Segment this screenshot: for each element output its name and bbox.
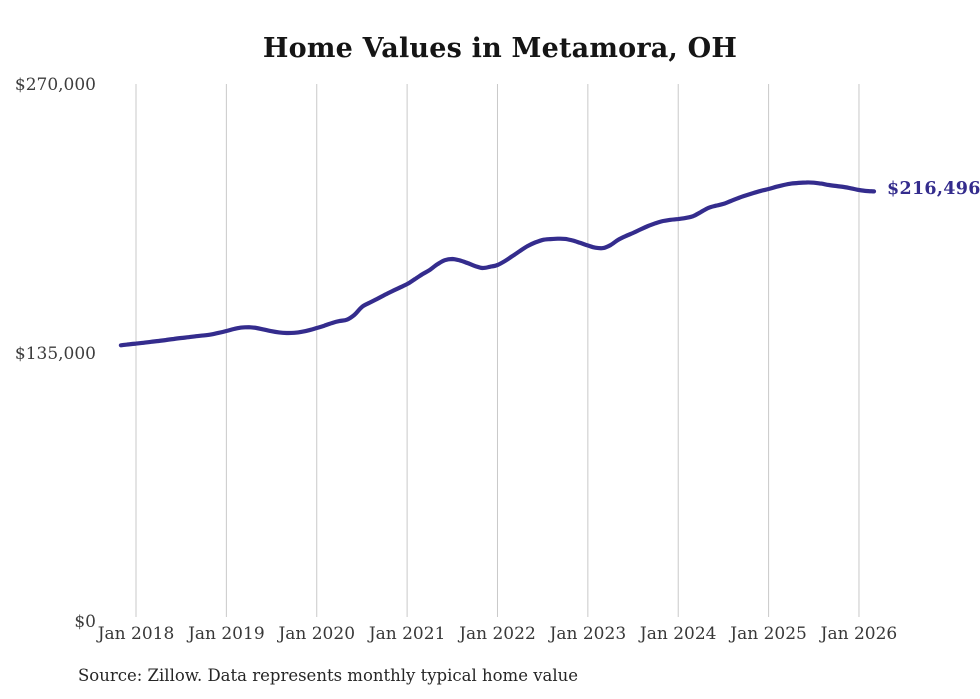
- x-axis-tick-label: Jan 2026: [820, 624, 898, 644]
- x-axis-tick-label: Jan 2022: [459, 624, 536, 644]
- x-axis-tick-label: Jan 2021: [368, 624, 446, 644]
- home-value-line: [118, 180, 877, 348]
- x-axis-tick-label: Jan 2025: [730, 624, 807, 644]
- x-axis-tick-label: Jan 2023: [549, 624, 627, 644]
- x-axis-tick-label: Jan 2019: [188, 624, 265, 644]
- latest-value-label: $216,496: [887, 179, 980, 200]
- source-note: Source: Zillow. Data represents monthly …: [78, 666, 579, 685]
- chart-title: Home Values in Metamora, OH: [262, 33, 738, 64]
- x-axis-tick-label: Jan 2024: [639, 624, 717, 644]
- x-axis-tick-label: Jan 2020: [278, 624, 356, 644]
- x-axis-tick-label: Jan 2018: [97, 624, 175, 644]
- y-axis-tick-label: $0: [74, 612, 96, 632]
- y-axis-tick-label: $135,000: [14, 343, 96, 364]
- y-axis-tick-label: $270,000: [14, 75, 96, 95]
